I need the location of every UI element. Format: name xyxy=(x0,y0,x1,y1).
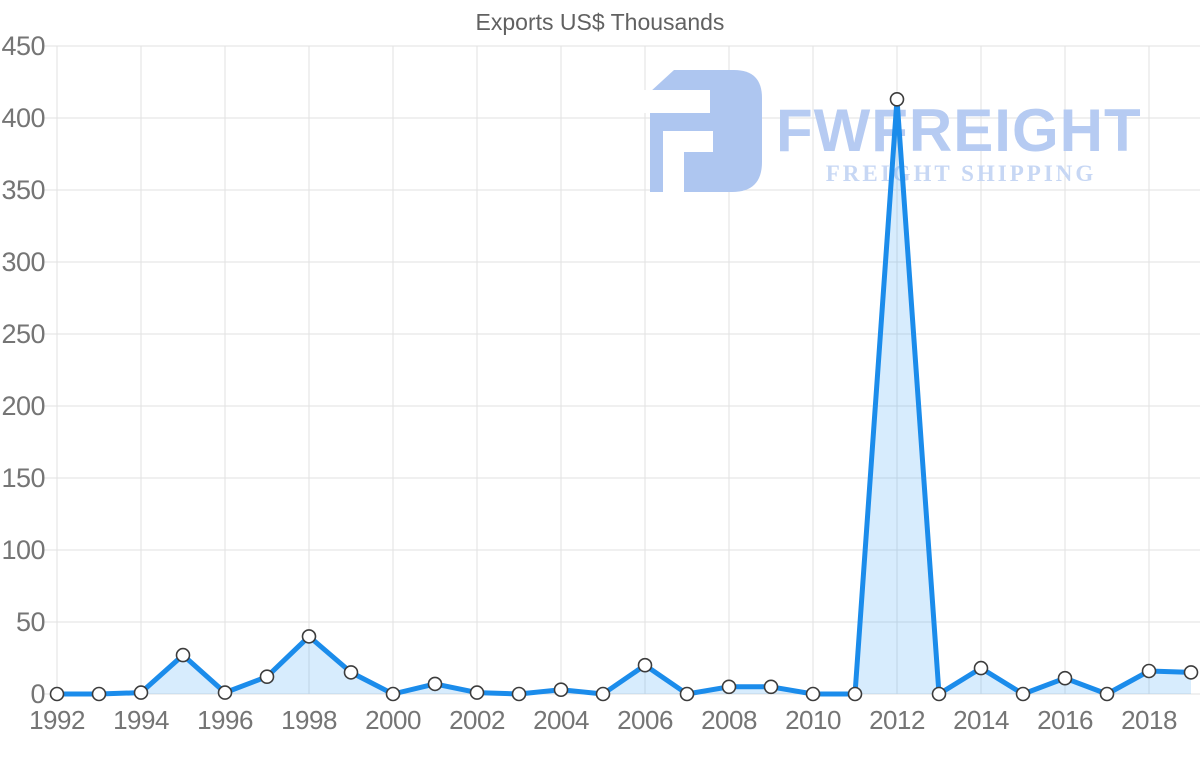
axis-labels-layer: 0 50 100 150 200 250 300 350 400 450 1992 1994 1996 1… xyxy=(1,31,1177,735)
logo-cutout-bottom xyxy=(663,152,684,193)
x-axis-label: 2004 xyxy=(533,705,589,735)
data-point-2000[interactable] xyxy=(385,686,401,702)
data-point-2012[interactable] xyxy=(889,92,905,107)
x-axis-label: 2006 xyxy=(617,705,673,735)
y-axis-label: 250 xyxy=(1,319,45,349)
data-point-2016[interactable] xyxy=(1057,670,1073,686)
watermark-tagline-text: FREIGHT SHIPPING xyxy=(826,161,1097,186)
data-point-1995[interactable] xyxy=(175,647,191,663)
x-axis-label: 1998 xyxy=(281,705,337,735)
data-point-2019[interactable] xyxy=(1183,665,1199,680)
y-axis-label: 200 xyxy=(1,391,45,421)
data-point-1992[interactable] xyxy=(49,686,65,702)
x-axis-label: 2002 xyxy=(449,705,505,735)
x-axis-label: 1996 xyxy=(197,705,253,735)
x-axis-label: 2010 xyxy=(785,705,841,735)
fwfreight-logo-icon xyxy=(640,70,762,193)
series-line xyxy=(54,96,1194,697)
watermark-brand-text: FWFREIGHT xyxy=(776,97,1142,164)
gridlines-layer xyxy=(44,45,1200,695)
data-point-1999[interactable] xyxy=(343,665,359,680)
x-axis-label: 2018 xyxy=(1121,705,1177,735)
data-point-2004[interactable] xyxy=(553,682,569,698)
data-point-2002[interactable] xyxy=(469,685,485,700)
data-point-2013[interactable] xyxy=(931,686,947,702)
y-axis-label: 50 xyxy=(16,607,45,637)
y-axis-label: 0 xyxy=(30,679,45,709)
data-point-2005[interactable] xyxy=(595,686,611,702)
y-axis-label: 450 xyxy=(1,31,45,61)
data-point-2014[interactable] xyxy=(973,660,989,676)
x-axis-label: 1992 xyxy=(29,705,85,735)
y-axis-label: 400 xyxy=(1,103,45,133)
x-axis-label: 2012 xyxy=(869,705,925,735)
data-point-1998[interactable] xyxy=(301,629,317,644)
data-point-2017[interactable] xyxy=(1099,686,1115,702)
x-axis-label: 2016 xyxy=(1037,705,1093,735)
data-point-1997[interactable] xyxy=(259,669,275,685)
watermark: FWFREIGHT FREIGHT SHIPPING xyxy=(640,70,1142,193)
logo-cutout-middle xyxy=(663,131,713,152)
data-point-1994[interactable] xyxy=(133,685,149,700)
data-point-2018[interactable] xyxy=(1141,663,1157,679)
x-axis-label: 2014 xyxy=(953,705,1009,735)
y-axis-label: 350 xyxy=(1,175,45,205)
y-axis-label: 100 xyxy=(1,535,45,565)
data-point-2009[interactable] xyxy=(763,679,779,695)
data-series-layer xyxy=(49,92,1199,702)
data-point-2003[interactable] xyxy=(511,686,527,702)
data-point-1996[interactable] xyxy=(217,685,233,700)
data-point-2011[interactable] xyxy=(847,686,863,702)
x-axis-label: 2008 xyxy=(701,705,757,735)
series-area-fill xyxy=(57,99,1191,695)
data-point-2006[interactable] xyxy=(637,657,653,673)
x-axis-label: 1994 xyxy=(113,705,169,735)
data-point-2007[interactable] xyxy=(679,686,695,702)
data-point-2001[interactable] xyxy=(427,676,443,692)
y-axis-label: 150 xyxy=(1,463,45,493)
data-point-1993[interactable] xyxy=(91,686,107,702)
y-axis-label: 300 xyxy=(1,247,45,277)
data-point-2010[interactable] xyxy=(805,686,821,702)
x-axis-label: 2000 xyxy=(365,705,421,735)
logo-cutout-top xyxy=(640,90,710,113)
data-point-2015[interactable] xyxy=(1015,686,1031,702)
chart-title: Exports US$ Thousands xyxy=(475,9,725,35)
data-point-2008[interactable] xyxy=(721,679,737,695)
